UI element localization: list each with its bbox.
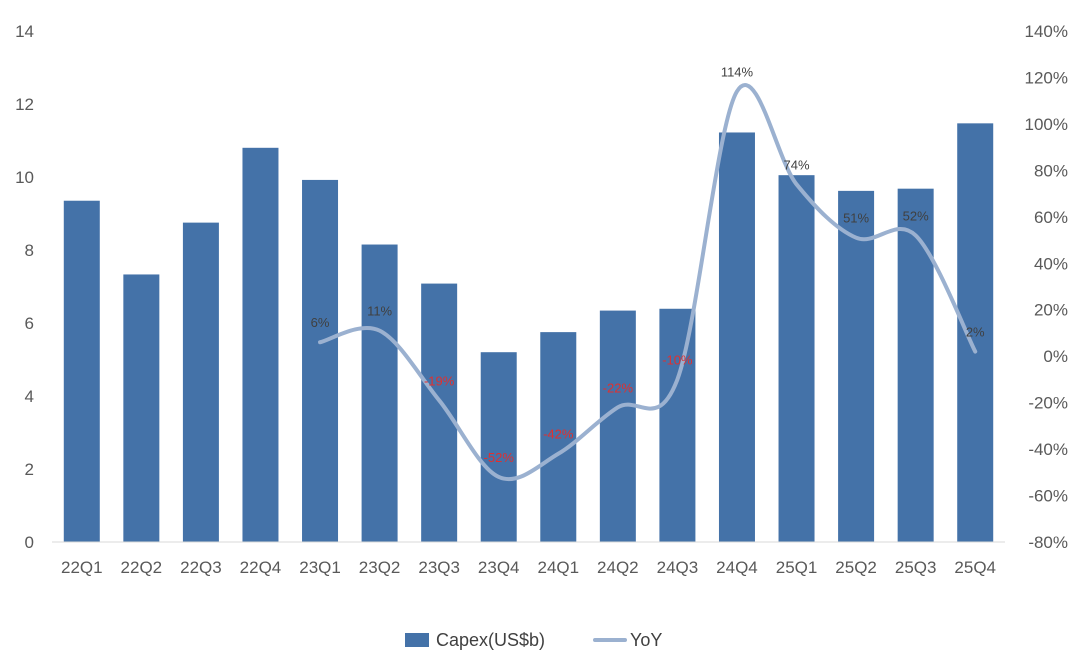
yoy-data-label: 11% <box>367 304 392 319</box>
capex-bar <box>659 308 696 542</box>
x-axis-ticks: 22Q1 22Q2 22Q3 22Q4 23Q1 23Q2 23Q3 23Q4 24Q1 24Q2… <box>61 558 996 577</box>
right-tick-label: 40% <box>1034 254 1068 273</box>
left-tick-label: 4 <box>25 387 34 406</box>
right-tick-label: -60% <box>1028 487 1068 506</box>
capex-bar <box>480 352 517 542</box>
capex-bar <box>718 132 755 542</box>
right-tick-label: 100% <box>1025 115 1068 134</box>
yoy-data-label: -52% <box>484 450 515 465</box>
x-tick-label: 24Q1 <box>537 558 579 577</box>
legend-swatch-capex <box>405 633 429 647</box>
left-axis-ticks: 0 2 4 6 8 10 12 14 <box>15 22 34 552</box>
x-tick-label: 25Q1 <box>776 558 818 577</box>
x-tick-label: 25Q2 <box>835 558 877 577</box>
capex-bars <box>63 123 994 543</box>
left-tick-label: 14 <box>15 22 34 41</box>
yoy-data-label: 51% <box>843 211 869 226</box>
yoy-data-label: 2% <box>966 325 985 340</box>
left-tick-label: 0 <box>25 533 34 552</box>
x-tick-label: 24Q3 <box>657 558 699 577</box>
legend-label-capex: Capex(US$b) <box>436 630 545 650</box>
capex-bar <box>302 179 339 543</box>
right-tick-label: -80% <box>1028 533 1068 552</box>
yoy-data-label: -22% <box>603 380 634 395</box>
x-tick-label: 22Q4 <box>240 558 282 577</box>
capex-bar <box>599 310 636 542</box>
right-tick-label: -40% <box>1028 440 1068 459</box>
yoy-data-label: 52% <box>903 208 929 223</box>
left-tick-label: 10 <box>15 168 34 187</box>
x-tick-label: 23Q3 <box>418 558 460 577</box>
right-tick-label: 0% <box>1043 347 1068 366</box>
capex-bar <box>63 200 100 542</box>
yoy-data-label: -42% <box>543 427 574 442</box>
left-tick-label: 2 <box>25 460 34 479</box>
right-tick-label: 80% <box>1034 161 1068 180</box>
right-tick-label: 20% <box>1034 301 1068 320</box>
x-tick-label: 24Q4 <box>716 558 758 577</box>
x-tick-label: 22Q2 <box>121 558 163 577</box>
right-tick-label: -20% <box>1028 394 1068 413</box>
x-tick-label: 24Q2 <box>597 558 639 577</box>
capex-bar <box>778 175 815 543</box>
capex-bar <box>242 147 279 543</box>
x-tick-label: 23Q4 <box>478 558 520 577</box>
left-tick-label: 8 <box>25 241 34 260</box>
right-tick-label: 60% <box>1034 208 1068 227</box>
x-tick-label: 23Q1 <box>299 558 341 577</box>
x-tick-label: 25Q4 <box>954 558 996 577</box>
right-tick-label: 120% <box>1025 68 1068 87</box>
legend: Capex(US$b) YoY <box>405 630 662 650</box>
capex-bar <box>421 283 458 542</box>
yoy-data-labels: 6% 11% -19% -52% -42% -22% -10% 114% 74% 51% 52% 2% <box>311 64 985 465</box>
yoy-data-label: -19% <box>424 373 455 388</box>
capex-bar <box>361 244 398 542</box>
yoy-series-line <box>318 83 978 481</box>
capex-bar <box>838 190 875 542</box>
legend-label-yoy: YoY <box>630 630 662 650</box>
x-tick-label: 22Q1 <box>61 558 103 577</box>
yoy-data-label: 114% <box>721 64 754 79</box>
yoy-data-label: 74% <box>784 157 810 172</box>
capex-bar <box>957 123 994 542</box>
capex-bar <box>540 332 577 542</box>
x-tick-label: 23Q2 <box>359 558 401 577</box>
right-axis-ticks: -80% -60% -40% -20% 0% 20% 40% 60% 80% 100% 120% 14… <box>1025 22 1068 552</box>
capex-bar <box>897 188 934 542</box>
capex-bar <box>123 274 160 542</box>
left-tick-label: 12 <box>15 95 34 114</box>
yoy-data-label: -10% <box>662 352 693 367</box>
x-tick-label: 22Q3 <box>180 558 222 577</box>
yoy-data-label: 6% <box>311 315 330 330</box>
right-tick-label: 140% <box>1025 22 1068 41</box>
capex-bar <box>182 222 219 542</box>
x-tick-label: 25Q3 <box>895 558 937 577</box>
left-tick-label: 6 <box>25 314 34 333</box>
